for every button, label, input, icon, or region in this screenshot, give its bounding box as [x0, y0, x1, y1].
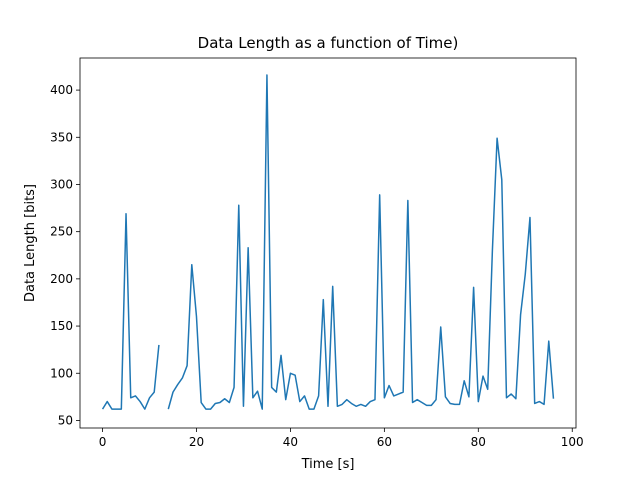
- x-axis-label: Time [s]: [301, 457, 355, 472]
- y-tick-label: 200: [50, 272, 73, 286]
- x-tick-label: 20: [189, 435, 204, 449]
- y-axis-label: Data Length [bits]: [23, 184, 38, 302]
- x-tick-label: 60: [377, 435, 392, 449]
- y-tick-label: 100: [50, 366, 73, 380]
- y-tick-label: 350: [50, 130, 73, 144]
- axis-ticks: 0 20 40 60 80 100 50 100 150 200 250 300 350 400: [50, 83, 584, 449]
- y-tick-label: 400: [50, 83, 73, 97]
- x-tick-label: 100: [561, 435, 584, 449]
- y-tick-label: 50: [58, 413, 73, 427]
- x-tick-label: 0: [99, 435, 107, 449]
- x-tick-label: 40: [283, 435, 298, 449]
- chart-title: Data Length as a function of Time): [198, 34, 459, 52]
- plot-area: [79, 57, 577, 429]
- series-line-segment: [167, 74, 555, 410]
- y-tick-label: 150: [50, 319, 73, 333]
- series-line-segment: [101, 212, 160, 410]
- y-tick-label: 250: [50, 225, 73, 239]
- axes-frame: [79, 57, 577, 429]
- x-tick-label: 80: [471, 435, 486, 449]
- y-tick-label: 300: [50, 177, 73, 191]
